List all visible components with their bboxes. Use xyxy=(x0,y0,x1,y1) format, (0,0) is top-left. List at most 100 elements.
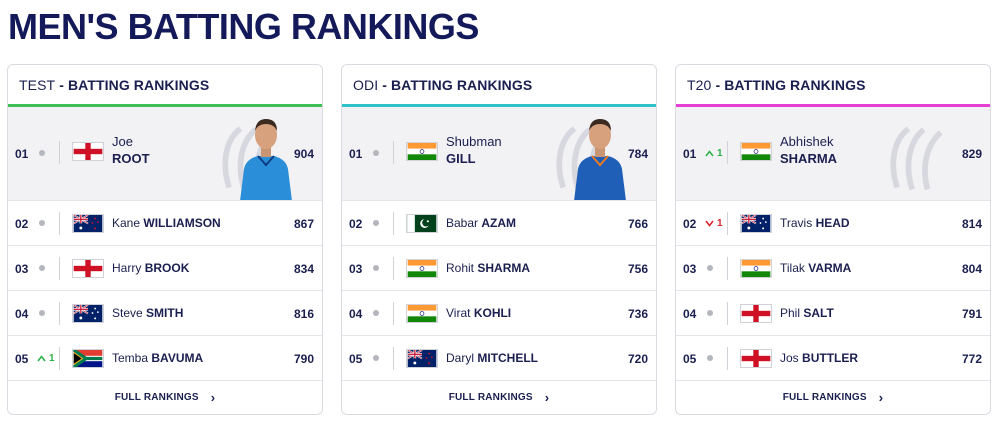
leader-row[interactable]: 01 1 Abhishek SHARMA 829 xyxy=(676,107,990,201)
rating-points: 736 xyxy=(627,307,648,321)
full-rankings-link[interactable]: FULL RANKINGS › xyxy=(8,381,322,414)
rank-number: 01 xyxy=(683,147,697,161)
rating-points: 766 xyxy=(627,217,648,231)
player-last-name: BROOK xyxy=(144,261,190,275)
ranking-row[interactable]: 05 1 Temba BAVUMA 790 xyxy=(8,336,322,381)
rank-number: 05 xyxy=(349,352,363,366)
chevron-right-icon: › xyxy=(878,390,884,405)
divider xyxy=(727,212,728,235)
rank-movement-indicator xyxy=(371,216,395,230)
player-name[interactable]: Joe ROOT xyxy=(112,133,150,167)
divider xyxy=(727,347,728,370)
england-flag xyxy=(72,142,104,161)
leader-row[interactable]: 01 Shubman GILL 784 xyxy=(342,107,656,201)
australia-flag xyxy=(740,214,772,233)
ranking-row[interactable]: 03 Harry BROOK 834 xyxy=(8,246,322,291)
divider xyxy=(59,302,60,325)
format-label: TEST xyxy=(19,76,56,93)
ranking-row[interactable]: 02 Kane WILLIAMSON 867 xyxy=(8,201,322,246)
chevron-right-icon: › xyxy=(210,390,216,405)
player-first-name: Temba xyxy=(112,351,149,365)
rating-points: 867 xyxy=(293,217,314,231)
rank-movement-indicator xyxy=(37,216,61,230)
player-name[interactable]: Kane WILLIAMSON xyxy=(112,216,221,230)
ranking-row[interactable]: 03 Tilak VARMA 804 xyxy=(676,246,990,291)
player-first-name: Tilak xyxy=(780,261,805,275)
ranking-row[interactable]: 05 Daryl MITCHELL 720 xyxy=(342,336,656,381)
ranking-row[interactable]: 02 1 Travis HEAD 814 xyxy=(676,201,990,246)
ranking-row[interactable]: 04 Virat KOHLI 736 xyxy=(342,291,656,336)
cricket-logo-watermark-icon xyxy=(880,121,956,197)
player-name[interactable]: Virat KOHLI xyxy=(446,306,511,320)
rank-movement-indicator xyxy=(705,306,729,320)
t20-rankings-card: T20- BATTING RANKINGS 01 1 Abhishek SHARMA 82… xyxy=(675,64,991,415)
pakistan-flag xyxy=(406,214,438,233)
player-name[interactable]: Tilak VARMA xyxy=(780,261,851,275)
player-last-name: SALT xyxy=(803,306,834,320)
india-flag xyxy=(740,142,772,161)
rating-points: 784 xyxy=(627,147,648,161)
card-heading: - BATTING RANKINGS xyxy=(382,76,533,93)
odi-rankings-card: ODI - BATTING RANKINGS 01 Shubman GILL 784 02 B… xyxy=(341,64,657,415)
player-name[interactable]: Shubman GILL xyxy=(446,133,502,167)
full-rankings-label: FULL RANKINGS xyxy=(782,392,867,403)
player-first-name: Joe xyxy=(112,134,133,149)
chevron-right-icon: › xyxy=(544,390,550,405)
player-last-name: SHARMA xyxy=(477,261,531,275)
player-name[interactable]: Harry BROOK xyxy=(112,261,189,275)
rating-points: 804 xyxy=(961,262,982,276)
full-rankings-link[interactable]: FULL RANKINGS › xyxy=(676,381,990,414)
player-first-name: Kane xyxy=(112,216,141,230)
india-flag xyxy=(740,259,772,278)
full-rankings-link[interactable]: FULL RANKINGS › xyxy=(342,381,656,414)
ranking-row[interactable]: 02 Babar AZAM 766 xyxy=(342,201,656,246)
player-last-name: MITCHELL xyxy=(477,351,539,365)
ranking-row[interactable]: 04 Phil SALT 791 xyxy=(676,291,990,336)
rating-points: 834 xyxy=(293,262,314,276)
card-header: TEST - BATTING RANKINGS xyxy=(8,65,322,107)
rank-number: 05 xyxy=(683,352,697,366)
ranking-row[interactable]: 03 Rohit SHARMA 756 xyxy=(342,246,656,291)
player-name[interactable]: Abhishek SHARMA xyxy=(780,133,837,167)
player-name[interactable]: Phil SALT xyxy=(780,306,834,320)
player-first-name: Daryl xyxy=(446,351,475,365)
rank-number: 02 xyxy=(349,217,363,231)
rank-movement-indicator xyxy=(37,306,61,320)
player-name[interactable]: Rohit SHARMA xyxy=(446,261,530,275)
player-name[interactable]: Jos BUTTLER xyxy=(780,351,858,365)
rating-points: 816 xyxy=(293,307,314,321)
player-name[interactable]: Babar AZAM xyxy=(446,216,516,230)
rank-movement-indicator xyxy=(371,261,395,275)
player-name[interactable]: Travis HEAD xyxy=(780,216,850,230)
player-name[interactable]: Temba BAVUMA xyxy=(112,351,203,365)
rank-number: 04 xyxy=(683,307,697,321)
india-flag xyxy=(406,142,438,161)
divider xyxy=(727,302,728,325)
divider xyxy=(59,212,60,235)
south-africa-flag xyxy=(72,349,104,368)
format-label: T20 xyxy=(687,76,712,93)
rating-points: 772 xyxy=(961,352,982,366)
rank-movement-indicator xyxy=(37,146,61,160)
player-last-name: BUTTLER xyxy=(802,351,859,365)
player-last-name: SMITH xyxy=(146,306,184,320)
leader-row[interactable]: 01 Joe ROOT 904 xyxy=(8,107,322,201)
player-name[interactable]: Steve SMITH xyxy=(112,306,183,320)
ranking-row[interactable]: 05 Jos BUTTLER 772 xyxy=(676,336,990,381)
player-name[interactable]: Daryl MITCHELL xyxy=(446,351,538,365)
player-last-name: BAVUMA xyxy=(151,351,204,365)
india-flag xyxy=(406,259,438,278)
player-last-name: AZAM xyxy=(481,216,517,230)
divider xyxy=(393,141,394,164)
player-first-name: Harry xyxy=(112,261,142,275)
new-zealand-flag xyxy=(72,214,104,233)
ranking-row[interactable]: 04 Steve SMITH 816 xyxy=(8,291,322,336)
rank-movement-indicator xyxy=(705,261,729,275)
australia-flag xyxy=(72,304,104,323)
player-first-name: Shubman xyxy=(446,134,502,149)
rank-movement-indicator: 1 xyxy=(705,216,729,230)
player-first-name: Abhishek xyxy=(780,134,834,149)
divider xyxy=(393,302,394,325)
rank-number: 02 xyxy=(683,217,697,231)
divider xyxy=(727,257,728,280)
